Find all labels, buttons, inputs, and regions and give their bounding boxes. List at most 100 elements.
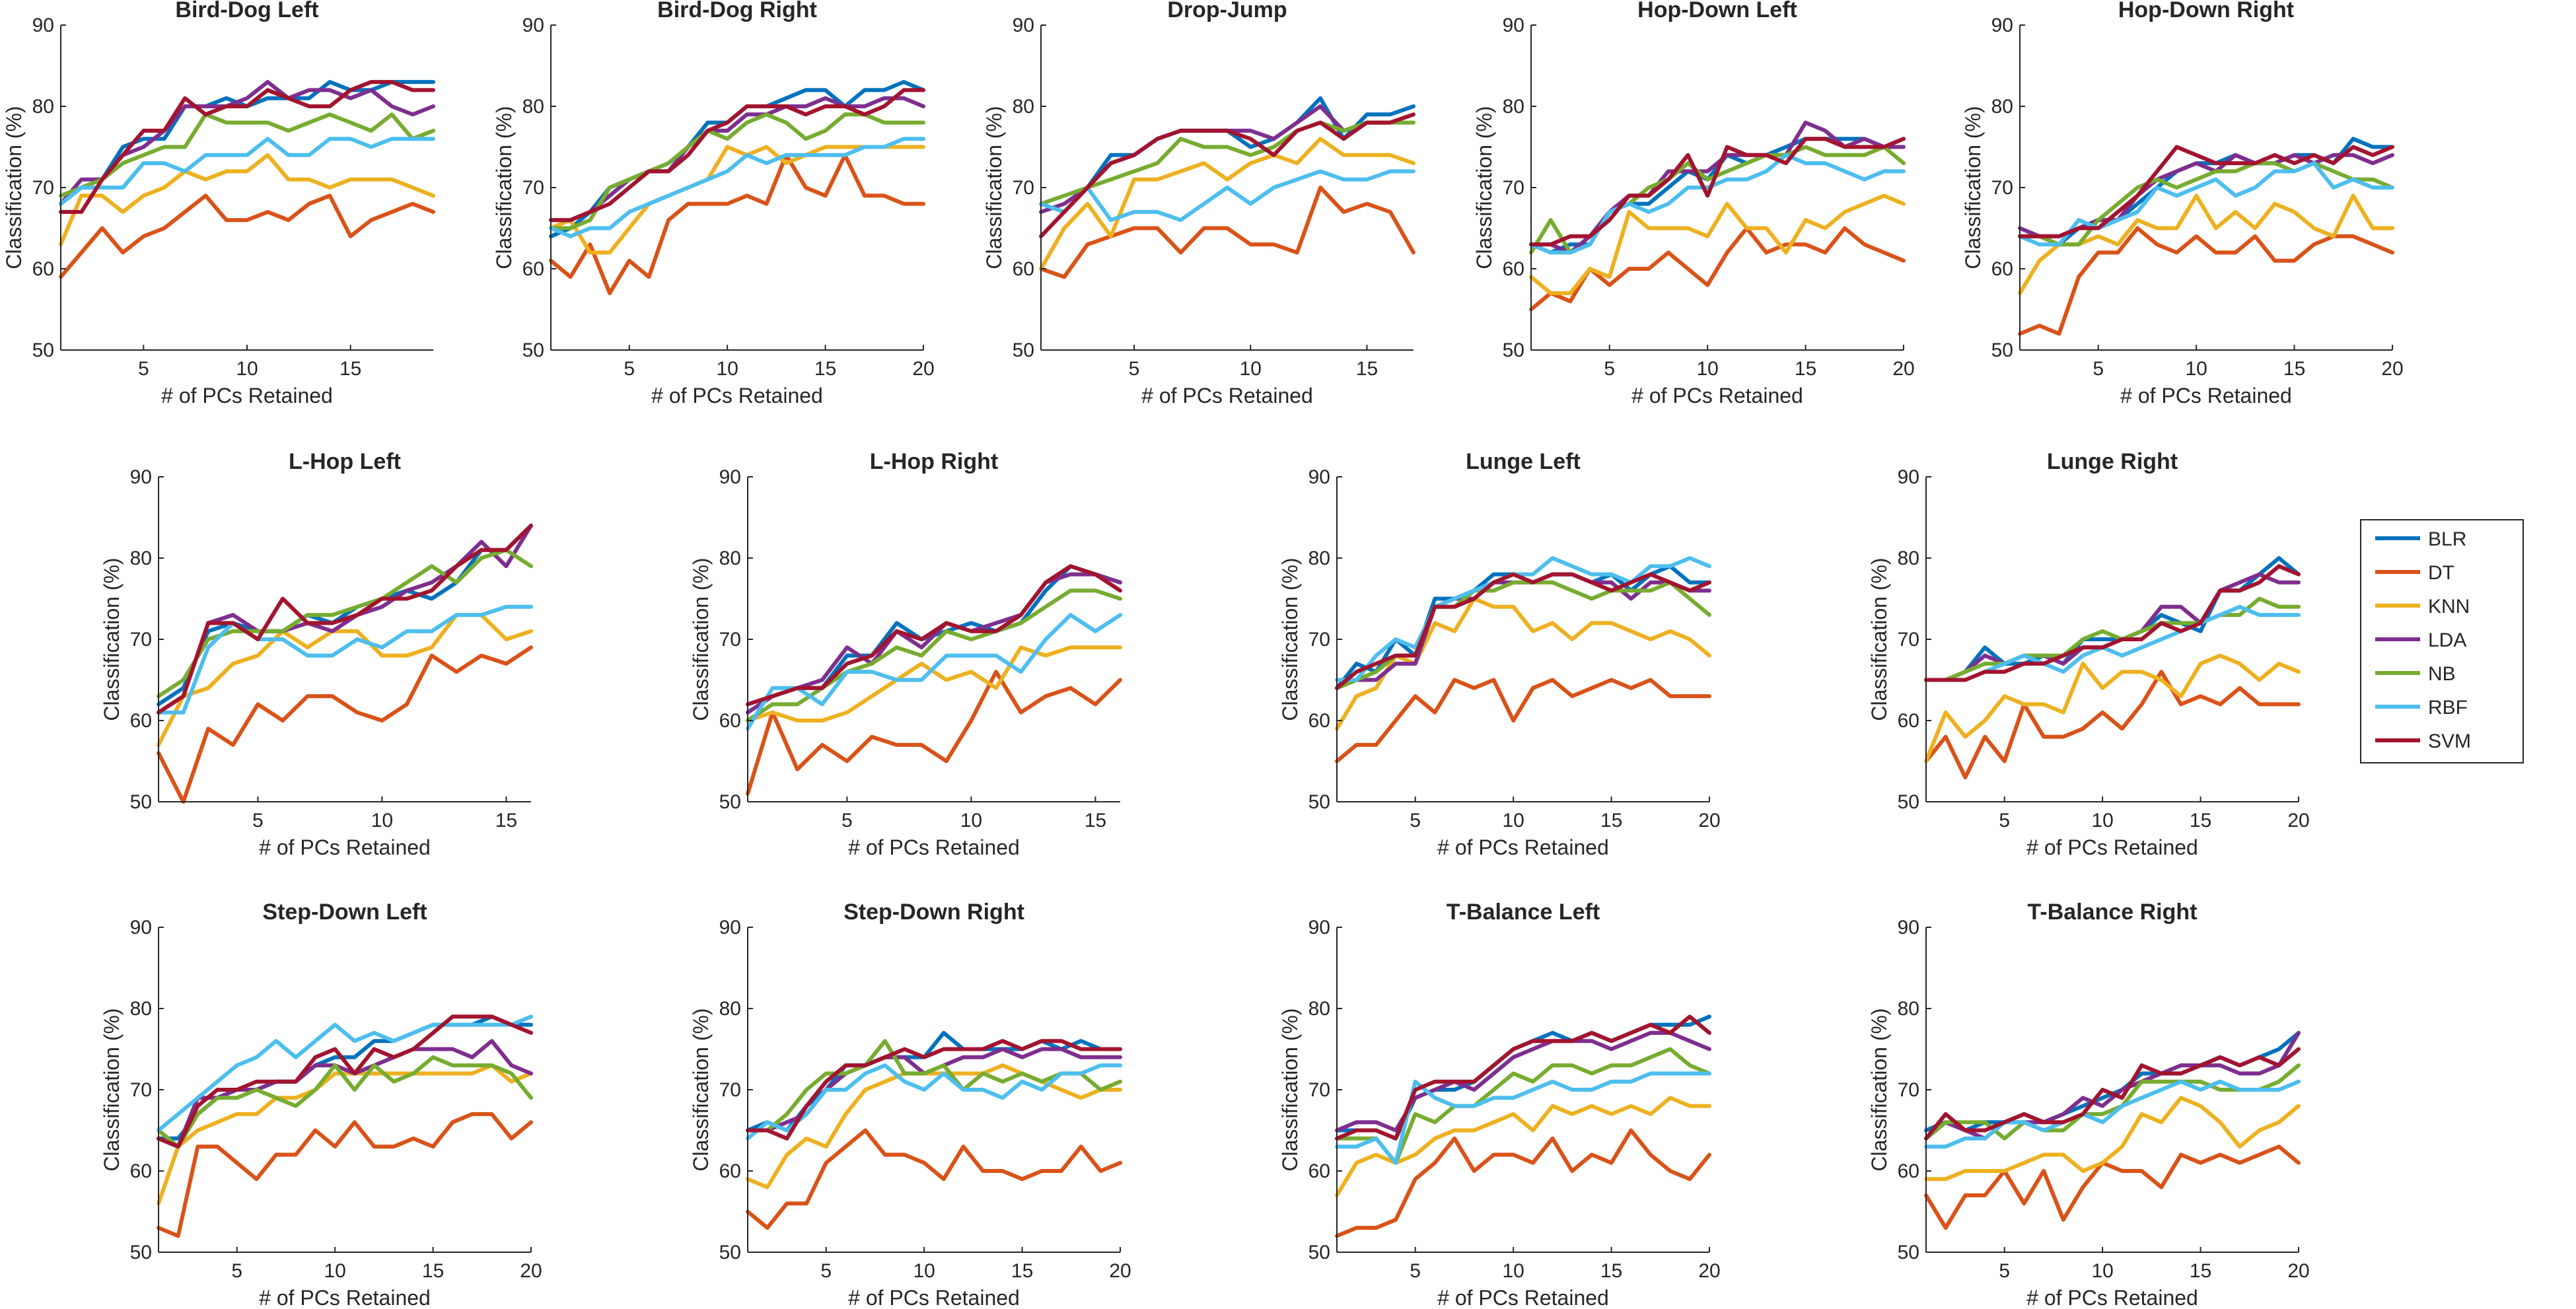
series-group-bird-dog-left: [59, 80, 435, 279]
x-tick-label: 20: [2381, 358, 2403, 380]
y-tick-label: 50: [522, 339, 544, 361]
y-tick-label: 80: [719, 998, 741, 1020]
x-tick-label: 15: [1356, 358, 1378, 380]
subplot-title: Bird-Dog Left: [175, 0, 318, 22]
subplot-lunge-left: 50 60 70 80 90 5 10 15 20 Lunge Left # of PCs Reta…: [1278, 449, 1721, 859]
y-tick-label: 90: [719, 917, 741, 938]
series-line-dt: [1039, 186, 1415, 279]
y-tick-label: 90: [719, 466, 741, 488]
series-line-rbf: [549, 137, 925, 238]
series-line-dt: [1335, 1128, 1711, 1238]
y-tick-label: 60: [130, 1160, 152, 1182]
series-group-lunge-left: [1335, 556, 1711, 763]
y-tick-label: 70: [32, 177, 54, 199]
series-line-svm: [1529, 137, 1906, 247]
x-tick-label: 15: [495, 810, 517, 831]
x-tick-label: 10: [1696, 358, 1718, 380]
series-line-dt: [2018, 226, 2394, 336]
y-tick-label: 70: [130, 629, 152, 651]
y-tick-label: 50: [719, 791, 741, 813]
series-line-rbf: [2018, 161, 2394, 247]
x-tick-label: 20: [1698, 1260, 1720, 1282]
series-line-dt: [746, 670, 1122, 796]
subplot-lunge-right: 50 60 70 80 90 5 10 15 20 Lunge Right # of PCs Ret…: [1867, 449, 2310, 859]
y-tick-label: 90: [130, 917, 152, 938]
x-tick-label: 10: [236, 358, 258, 380]
y-tick-label: 80: [1898, 548, 1919, 569]
x-tick-label: 20: [912, 358, 934, 380]
x-axis-label: # of PCs Retained: [259, 1286, 431, 1309]
y-tick-label: 90: [1503, 15, 1524, 36]
series-line-nb: [157, 1055, 533, 1149]
x-tick-label: 20: [1698, 810, 1720, 831]
x-tick-label: 10: [2185, 358, 2207, 380]
x-tick-label: 5: [820, 1260, 832, 1282]
series-line-dt: [157, 1112, 533, 1238]
x-axis-label: # of PCs Retained: [2026, 1286, 2198, 1309]
y-tick-label: 50: [1898, 1242, 1919, 1263]
x-axis-label: # of PCs Retained: [1141, 384, 1313, 407]
series-line-knn: [746, 1063, 1122, 1189]
series-line-nb: [1039, 120, 1415, 206]
series-line-nb: [1924, 596, 2301, 682]
series-line-svm: [59, 80, 435, 214]
y-tick-label: 70: [1308, 629, 1330, 651]
legend-label-lda: LDA: [2428, 629, 2466, 651]
x-tick-label: 20: [2287, 810, 2309, 831]
series-line-lda: [746, 572, 1122, 715]
x-tick-label: 15: [814, 358, 836, 380]
x-tick-label: 15: [1600, 810, 1622, 831]
x-axis-label: # of PCs Retained: [2120, 384, 2292, 407]
subplot-t-balance-right: 50 60 70 80 90 5 10 15 20 T-Balance Right # of PCs…: [1867, 900, 2310, 1309]
series-line-lda: [157, 523, 533, 715]
series-line-svm: [1039, 112, 1415, 238]
y-axis-label: Classification (%): [2, 106, 26, 269]
y-axis-label: Classification (%): [1867, 557, 1891, 721]
x-axis-label: # of PCs Retained: [1437, 1286, 1609, 1309]
x-tick-label: 5: [841, 810, 853, 831]
legend-item-nb: NB: [2375, 663, 2456, 685]
series-line-svm: [549, 88, 925, 223]
series-line-lda: [549, 96, 925, 223]
series-group-step-down-left: [157, 1014, 533, 1238]
legend-item-lda: LDA: [2375, 629, 2466, 651]
x-axis-label: # of PCs Retained: [651, 384, 823, 407]
subplot-title: Step-Down Left: [262, 900, 427, 925]
series-line-knn: [1335, 1096, 1711, 1197]
y-axis-label: Classification (%): [689, 1008, 713, 1171]
y-tick-label: 60: [522, 258, 544, 280]
subplot-title: Drop-Jump: [1167, 0, 1287, 22]
series-line-dt: [1335, 678, 1711, 763]
y-tick-label: 80: [1013, 96, 1034, 118]
subplot-l-hop-right: 50 60 70 80 90 5 10 15 L-Hop Right # of PCs Retai…: [689, 449, 1122, 859]
x-tick-label: 20: [520, 1260, 542, 1282]
y-tick-label: 80: [1308, 548, 1330, 569]
series-line-svm: [1335, 1014, 1711, 1141]
x-tick-label: 5: [624, 358, 635, 380]
y-tick-label: 80: [522, 96, 544, 118]
x-tick-label: 15: [422, 1260, 444, 1282]
x-axis-label: # of PCs Retained: [259, 835, 431, 859]
x-tick-label: 5: [1129, 358, 1140, 380]
y-tick-label: 60: [719, 1160, 741, 1182]
series-group-l-hop-left: [157, 523, 533, 804]
y-tick-label: 70: [1898, 1079, 1919, 1101]
y-tick-label: 70: [1013, 177, 1034, 199]
series-group-hop-down-left: [1529, 120, 1906, 312]
y-tick-label: 70: [522, 177, 544, 199]
subplot-step-down-left: 50 60 70 80 90 5 10 15 20 Step-Down Left # of PCs …: [100, 900, 542, 1309]
x-tick-label: 10: [371, 810, 393, 831]
series-line-rbf: [746, 613, 1122, 731]
series-line-rbf: [1335, 556, 1711, 682]
y-tick-label: 80: [1991, 96, 2013, 118]
series-line-knn: [1924, 1096, 2301, 1182]
y-axis-label: Classification (%): [1867, 1008, 1891, 1171]
series-group-hop-down-right: [2018, 137, 2394, 336]
series-line-svm: [746, 564, 1122, 707]
x-tick-label: 5: [252, 810, 264, 831]
y-axis-label: Classification (%): [689, 557, 713, 721]
x-axis-label: # of PCs Retained: [161, 384, 333, 407]
x-tick-label: 10: [2091, 810, 2113, 831]
series-line-dt: [549, 153, 925, 295]
